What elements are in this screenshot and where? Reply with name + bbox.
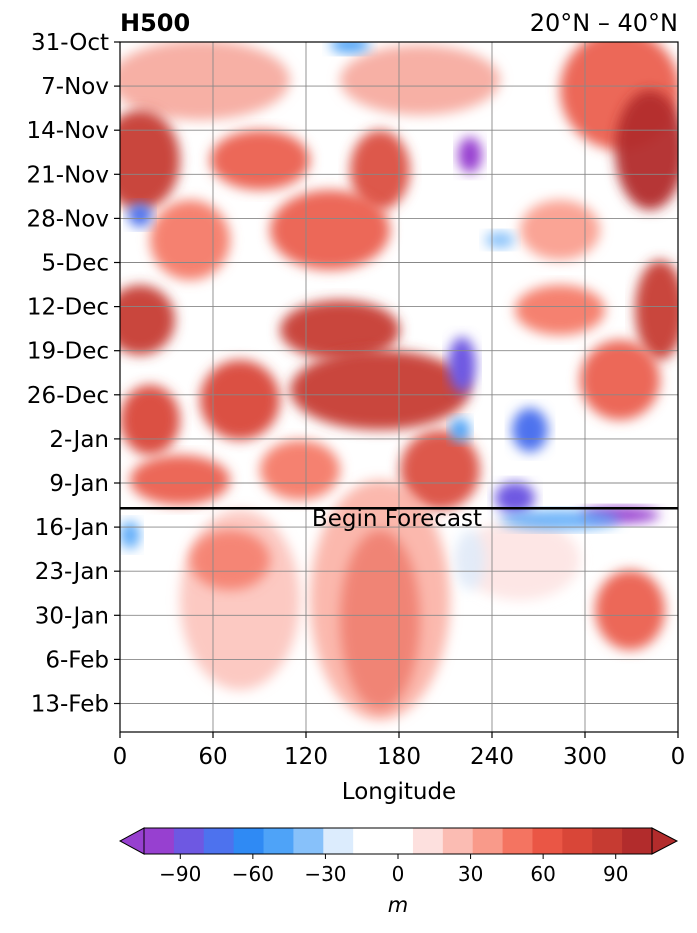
anomaly-contour (120, 385, 180, 455)
begin-forecast-label: Begin Forecast (312, 506, 482, 532)
colorbar-tick-label: −60 (232, 862, 274, 886)
anomaly-contour (330, 42, 370, 53)
colorbar-swatch (323, 828, 354, 854)
y-tick-label: 14-Nov (27, 118, 109, 144)
anomaly-contour (290, 350, 470, 430)
anomaly-contour (455, 530, 485, 590)
anomaly-contour (310, 480, 450, 720)
grid-lines (120, 42, 678, 732)
anomaly-contour (615, 90, 678, 210)
colorbar-swatch (622, 828, 653, 854)
anomaly-contour (515, 285, 605, 335)
x-tick-label: 60 (198, 744, 227, 770)
x-tick-label: 0 (671, 744, 686, 770)
anomaly-contour (580, 340, 660, 420)
y-tick-label: 19-Dec (27, 339, 109, 365)
colorbar-tick-label: 60 (530, 862, 555, 886)
anomaly-contour (200, 360, 280, 440)
anomaly-contour (128, 203, 152, 227)
y-tick-label: 2-Jan (49, 427, 109, 453)
chart-title: H500 (120, 9, 190, 37)
colorbar-swatch (502, 828, 533, 854)
colorbar-swatch (383, 828, 414, 854)
colorbar-extend-low (118, 827, 145, 855)
y-tick-label: 30-Jan (35, 603, 109, 629)
anomaly-contour (448, 337, 476, 393)
colorbar-extend-high (651, 827, 679, 855)
x-tick-label: 180 (377, 744, 421, 770)
colorbar-swatch (263, 828, 294, 854)
y-tick-label: 28-Nov (27, 206, 109, 232)
anomaly-contour (485, 232, 515, 248)
plot-area (120, 42, 678, 732)
anomaly-contour (130, 455, 230, 505)
colorbar-swatch (203, 828, 235, 854)
colorbar: −90 −60 −30 0 30 60 90 (118, 827, 679, 886)
anomaly-contour (495, 482, 535, 514)
y-axis: 31-Oct 7-Nov 14-Nov 21-Nov 28-Nov 5-Dec 12-Dec… (27, 30, 120, 718)
anomaly-contour (260, 440, 340, 500)
anomaly-contour (190, 530, 270, 590)
anomaly-contour (120, 285, 175, 355)
region-label: 20°N – 40°N (530, 9, 678, 37)
colorbar-swatch (562, 828, 593, 854)
anomaly-contour (595, 570, 665, 650)
colorbar-swatch (353, 828, 384, 854)
y-tick-label: 26-Dec (27, 383, 109, 409)
y-tick-label: 12-Dec (27, 295, 109, 321)
colorbar-swatch (293, 828, 324, 854)
anomaly-contour (350, 130, 410, 210)
y-tick-label: 23-Jan (35, 559, 109, 585)
anomaly-contour (450, 418, 470, 442)
colorbar-swatch (412, 828, 444, 854)
anomaly-contour (270, 190, 390, 270)
colorbar-swatch (532, 828, 563, 854)
anomaly-contour (460, 520, 580, 600)
anomaly-contour (340, 45, 500, 115)
colorbar-swatch (442, 828, 474, 854)
colorbar-swatch (144, 828, 175, 854)
x-axis-title: Longitude (342, 779, 456, 805)
anomaly-contour (150, 200, 230, 280)
colorbar-tick-label: −90 (159, 862, 201, 886)
colorbar-swatch (233, 828, 265, 854)
y-tick-label: 31-Oct (31, 30, 109, 56)
colorbar-swatch (173, 828, 205, 854)
y-tick-label: 6-Feb (45, 647, 109, 673)
colorbar-tick-label: −30 (304, 862, 346, 886)
anomaly-contour (635, 260, 678, 360)
colorbar-tick-label: 30 (458, 862, 483, 886)
colorbar-tick-label: 90 (603, 862, 628, 886)
anomaly-contour (500, 510, 620, 530)
anomaly-contour (512, 408, 548, 452)
x-axis: 0 60 120 180 240 300 0 (113, 732, 686, 770)
y-tick-label: 5-Dec (42, 251, 109, 277)
x-tick-label: 120 (284, 744, 328, 770)
anomaly-contour (120, 521, 140, 549)
colorbar-tick-label: 0 (392, 862, 405, 886)
anomaly-contour (210, 130, 310, 190)
y-tick-label: 16-Jan (35, 515, 109, 541)
x-tick-label: 300 (563, 744, 607, 770)
anomaly-field (120, 42, 678, 720)
colorbar-unit-label: m (388, 893, 408, 917)
anomaly-contour (280, 300, 400, 360)
anomaly-contour (520, 200, 600, 260)
y-tick-label: 9-Jan (49, 471, 109, 497)
y-tick-label: 21-Nov (27, 162, 109, 188)
anomaly-contour (120, 110, 180, 210)
y-tick-label: 7-Nov (41, 74, 109, 100)
colorbar-swatch (472, 828, 504, 854)
colorbar-swatch (592, 828, 623, 854)
anomaly-contour (400, 430, 480, 510)
anomaly-contour (458, 137, 482, 173)
anomaly-contour (120, 42, 290, 120)
y-tick-label: 13-Feb (31, 692, 109, 718)
x-tick-label: 240 (470, 744, 514, 770)
x-tick-label: 0 (113, 744, 128, 770)
